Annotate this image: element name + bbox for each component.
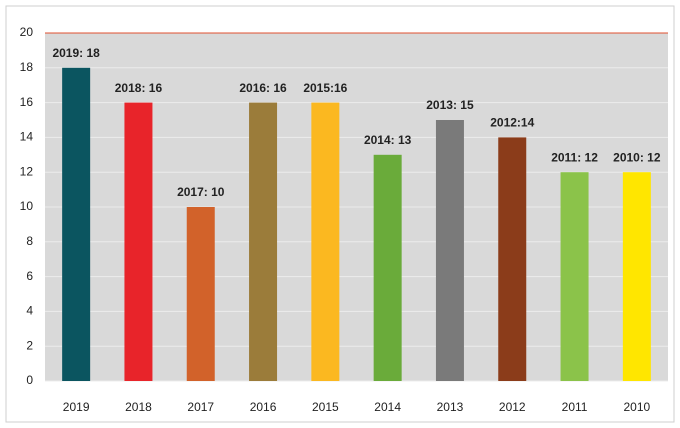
bar (373, 154, 402, 381)
bar (311, 102, 340, 381)
y-tick-label: 0 (26, 373, 33, 387)
bar (186, 207, 215, 381)
x-tick-label: 2014 (374, 400, 401, 414)
data-label: 2016: 16 (239, 81, 287, 95)
y-tick-label: 12 (20, 164, 34, 178)
data-label: 2019: 18 (52, 46, 100, 60)
y-tick-label: 20 (20, 25, 34, 39)
y-tick-label: 10 (20, 199, 34, 213)
y-tick-label: 8 (26, 234, 33, 248)
data-label: 2012:14 (490, 116, 534, 130)
bar (124, 102, 153, 381)
x-tick-label: 2018 (125, 400, 152, 414)
bar (435, 120, 464, 381)
y-tick-label: 2 (26, 338, 33, 352)
bar (249, 102, 278, 381)
bar (622, 172, 651, 381)
y-tick-label: 16 (20, 95, 34, 109)
x-tick-label: 2017 (187, 400, 214, 414)
data-label: 2017: 10 (177, 185, 225, 199)
x-tick-label: 2019 (63, 400, 90, 414)
x-tick-label: 2011 (562, 400, 588, 414)
y-tick-label: 18 (20, 60, 34, 74)
y-tick-label: 4 (26, 304, 33, 318)
x-tick-label: 2010 (623, 400, 650, 414)
data-label: 2011: 12 (551, 150, 598, 164)
x-tick-label: 2016 (250, 400, 277, 414)
y-tick-label: 6 (26, 269, 33, 283)
x-tick-label: 2012 (499, 400, 526, 414)
x-tick-label: 2013 (437, 400, 464, 414)
y-tick-label: 14 (20, 130, 34, 144)
data-label: 2014: 13 (364, 133, 412, 147)
bar (498, 137, 527, 381)
data-label: 2010: 12 (613, 150, 661, 164)
data-label: 2018: 16 (115, 81, 163, 95)
bar (560, 172, 589, 381)
x-tick-label: 2015 (312, 400, 339, 414)
bar (62, 67, 91, 382)
data-label: 2013: 15 (426, 98, 474, 112)
data-label: 2015:16 (303, 81, 347, 95)
